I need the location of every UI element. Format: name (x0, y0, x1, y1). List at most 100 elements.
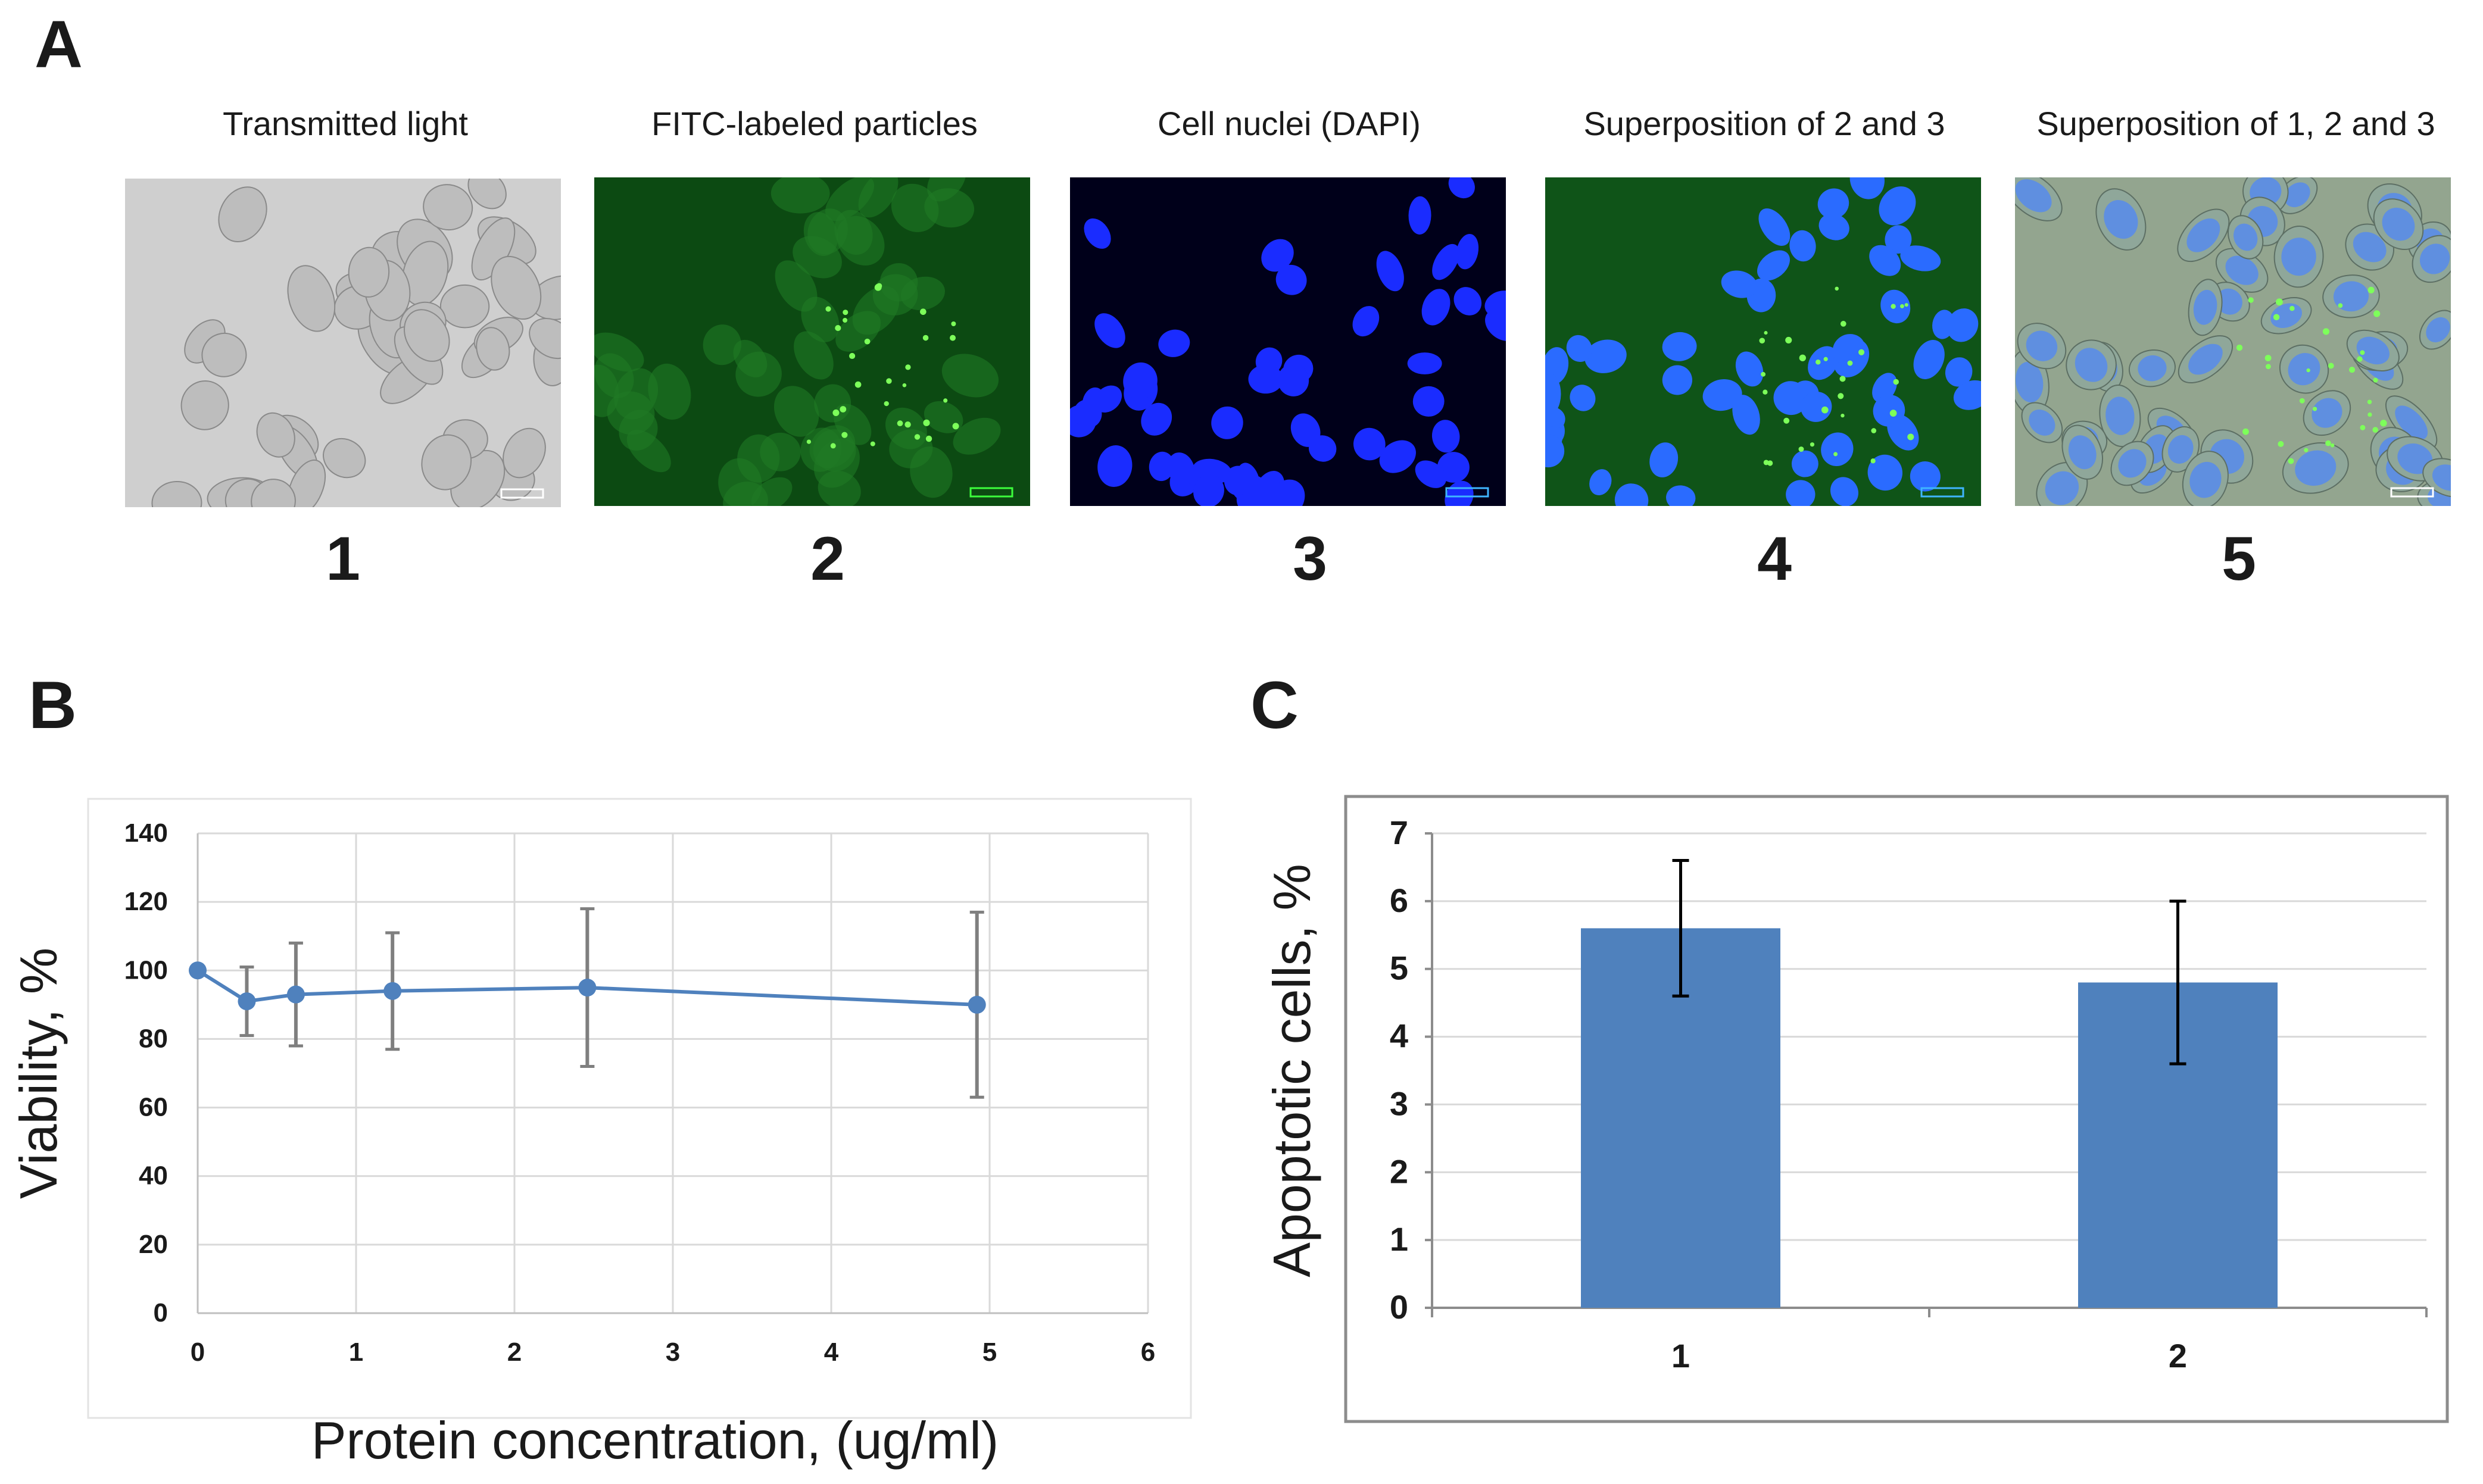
x-tick-label: 1 (349, 1338, 363, 1367)
nucleus (2138, 355, 2167, 382)
particle (1816, 360, 1821, 365)
cell (614, 368, 659, 420)
x-axis-title: Protein concentration, (ug/ml) (311, 1411, 999, 1470)
particle (864, 338, 871, 345)
cell (287, 265, 336, 332)
particle (843, 318, 848, 323)
micrograph-svg (2015, 177, 2451, 506)
particle (1799, 354, 1806, 361)
nucleus (1721, 270, 1758, 298)
nucleus (1732, 395, 1760, 435)
nucleus (1141, 402, 1172, 436)
chart-c-frame (1344, 795, 2449, 1423)
cell (723, 482, 768, 506)
panel-b-letter: B (29, 668, 77, 742)
particle (1893, 379, 1899, 385)
particle (2360, 350, 2365, 355)
particle (1783, 417, 1790, 424)
chart-c-container: 0 1 2 3 4 5 6 7 1 2 Apoptotic cells, % (1221, 774, 2483, 1481)
particle (2236, 344, 2243, 351)
data-point (238, 992, 256, 1011)
particle (897, 420, 903, 427)
cell (794, 331, 834, 380)
image-background (1070, 177, 1506, 506)
caption-5: Superposition of 1, 2 and 3 (2036, 105, 2435, 142)
particle (1798, 446, 1804, 452)
nucleus (1830, 477, 1858, 506)
particle (1841, 413, 1845, 418)
micrograph-superposition-2-3 (1545, 177, 1981, 506)
scale-bar (1920, 487, 1964, 498)
caption-1: Transmitted light (223, 105, 468, 142)
particle (886, 378, 892, 384)
y-tick-label: 60 (139, 1093, 168, 1122)
nucleus (1353, 427, 1386, 461)
nucleus (1570, 385, 1596, 411)
particle (925, 435, 932, 442)
image-number-3: 3 (1293, 524, 1327, 593)
x-tick-label: 3 (666, 1338, 680, 1367)
nucleus (1408, 196, 1431, 235)
particle (2306, 368, 2310, 373)
nucleus (1149, 451, 1175, 482)
cell (834, 210, 873, 255)
nucleus (1879, 186, 1916, 226)
cell (201, 333, 247, 377)
y-tick-label: 0 (1390, 1288, 1408, 1326)
caption-2: FITC-labeled particles (651, 105, 978, 142)
chart-b-container: 0 20 40 60 80 100 120 140 0 1 2 3 4 5 6 Viability, % Pro… (0, 774, 1221, 1481)
nucleus (2395, 405, 2428, 440)
particle (2265, 364, 2271, 370)
image-number-5: 5 (2222, 524, 2256, 593)
nucleus (1158, 329, 1190, 357)
nucleus (2281, 238, 2316, 276)
particle (1835, 286, 1839, 291)
nucleus (2105, 396, 2135, 435)
y-tick-label: 20 (139, 1230, 168, 1259)
nucleus (1873, 395, 1905, 427)
nucleus (1900, 245, 1941, 271)
y-tick-label: 40 (139, 1161, 168, 1191)
micrograph-svg (1070, 177, 1506, 506)
series-line (196, 968, 977, 1007)
nucleus (2015, 179, 2052, 213)
particle (843, 310, 849, 315)
particle (2328, 363, 2334, 369)
cell (953, 417, 1001, 455)
y-tick-label: 7 (1390, 814, 1408, 851)
particle (2304, 448, 2309, 452)
nucleus (2382, 207, 2415, 241)
particle (2322, 328, 2330, 335)
nucleus (1485, 309, 1506, 341)
particle (2312, 407, 2317, 411)
particle (1823, 357, 1828, 361)
nucleus (2015, 361, 2044, 403)
cell (648, 363, 691, 420)
cell (773, 386, 819, 437)
nucleus (2189, 461, 2222, 498)
caption-4: Superposition of 2 and 3 (1583, 105, 1945, 142)
nucleus (1801, 391, 1832, 422)
particle (2367, 286, 2375, 293)
particle (1759, 338, 1765, 344)
particle (806, 439, 812, 444)
nucleus (1662, 365, 1693, 395)
particle (2299, 398, 2305, 404)
panel-a-letter: A (35, 7, 83, 82)
micrograph-dapi (1070, 177, 1506, 506)
particle (832, 409, 840, 416)
nucleus (2029, 409, 2055, 436)
nucleus (2104, 200, 2138, 239)
particle (2357, 356, 2363, 362)
particle (951, 321, 956, 326)
particle (2349, 367, 2356, 373)
image-number-2: 2 (810, 524, 845, 593)
particle (1810, 442, 1815, 447)
particle (2338, 303, 2343, 308)
y-tick-label: 1 (1390, 1220, 1408, 1258)
y-tick-label: 4 (1390, 1017, 1408, 1055)
nucleus (1376, 251, 1404, 292)
nucleus (2426, 317, 2450, 343)
x-tick-label: 6 (1141, 1338, 1155, 1367)
